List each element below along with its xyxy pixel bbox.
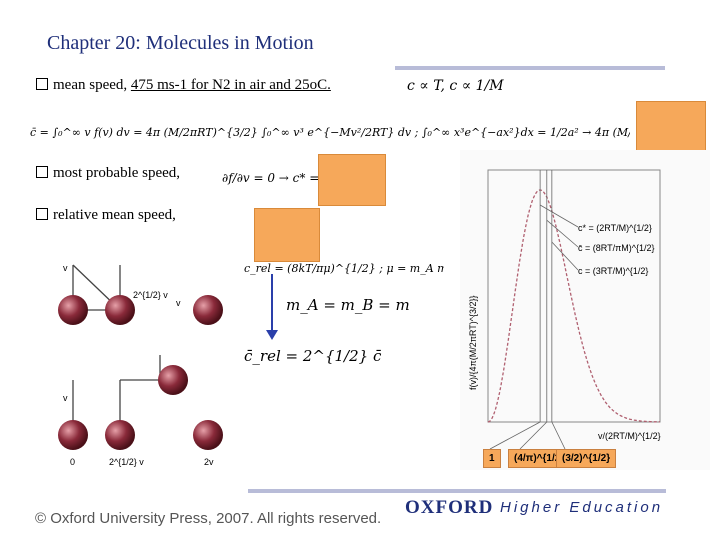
bullet-relative-mean: relative mean speed, (36, 207, 176, 224)
marker-pointer (519, 421, 548, 450)
mean-speed-relation: c ∝ T, c ∝ 1/M (407, 78, 504, 94)
bullet-box-icon (36, 78, 48, 90)
speed-distribution-plot (487, 169, 661, 450)
most-probable-equation: ∂f/∂v = 0 → c* = (2RT/M)^{1/2} (222, 171, 318, 185)
bullet-mean-speed-prefix: mean speed, (53, 77, 131, 93)
bottom-divider (248, 489, 666, 493)
relative-speed-equation: c_rel = (8kT/πμ)^{1/2} ; μ = m_A m_B/(m_… (244, 262, 444, 275)
relative-result-equation: c̄_rel = 2^{1/2} c̄ (244, 347, 382, 365)
chart-frame (487, 169, 661, 423)
mean-speed-equation: c̄ = ∫₀^∞ v f(v) dv = 4π (M/2πRT)^{3/2} … (30, 126, 630, 139)
diagram-label-zero: 0 (70, 457, 76, 467)
bullet-mean-speed: mean speed, 475 ms-1 for N2 in air and 2… (36, 77, 331, 94)
copyright-text: © Oxford University Press, 2007. All rig… (35, 510, 382, 527)
diagram-label-v2: v (176, 298, 181, 308)
mean-speed-result-box (636, 101, 706, 153)
diagram-label-root2v: 2^{1/2} v (133, 290, 168, 300)
diagram-label-2v: 2v (204, 457, 214, 467)
legend-pointer (551, 241, 579, 271)
diagram-label-root2v-b: 2^{1/2} v (109, 457, 144, 467)
legend-entry-cstar: c* = (2RT/M)^{1/2} (578, 223, 652, 233)
molecule-collision-diagram (58, 264, 223, 450)
speed-distribution-chart (460, 150, 710, 470)
marker-pointer (489, 421, 541, 450)
legend-entry-cbar: c̄ = (8RT/πM)^{1/2} (578, 243, 655, 253)
marker-chip-4pi: (4/π)^{1/2} (508, 449, 571, 468)
distribution-curve (487, 189, 661, 423)
bullet-mean-speed-value: 475 ms-1 for N2 in air and 25oC. (130, 77, 331, 93)
top-divider (395, 66, 665, 70)
legend-entry-crms: c = (3RT/M)^{1/2} (578, 266, 649, 276)
blue-arrow-icon (266, 274, 278, 340)
bullet-most-probable: most probable speed, (36, 165, 180, 182)
equal-mass-equation: m_A = m_B = m (286, 296, 410, 314)
marker-pointer (551, 421, 566, 450)
page-title: Chapter 20: Molecules in Motion (47, 32, 314, 54)
bullet-box-icon (36, 166, 48, 178)
relative-speed-box (254, 208, 320, 262)
diagram-label-v: v (63, 263, 68, 273)
most-probable-result-box (318, 154, 386, 206)
oxford-logo: OXFORD (405, 497, 494, 518)
higher-education-text: Higher Education (500, 499, 664, 516)
bullet-most-probable-text: most probable speed, (53, 165, 181, 181)
legend-pointer (539, 204, 579, 228)
chart-x-label: v/(2RT/M)^{1/2} (598, 431, 661, 441)
bullet-relative-mean-text: relative mean speed, (53, 207, 176, 223)
bullet-box-icon (36, 208, 48, 220)
diagram-label-v3: v (63, 393, 68, 403)
marker-chip-1: 1 (483, 449, 501, 468)
marker-chip-3half: (3/2)^{1/2} (556, 449, 617, 468)
